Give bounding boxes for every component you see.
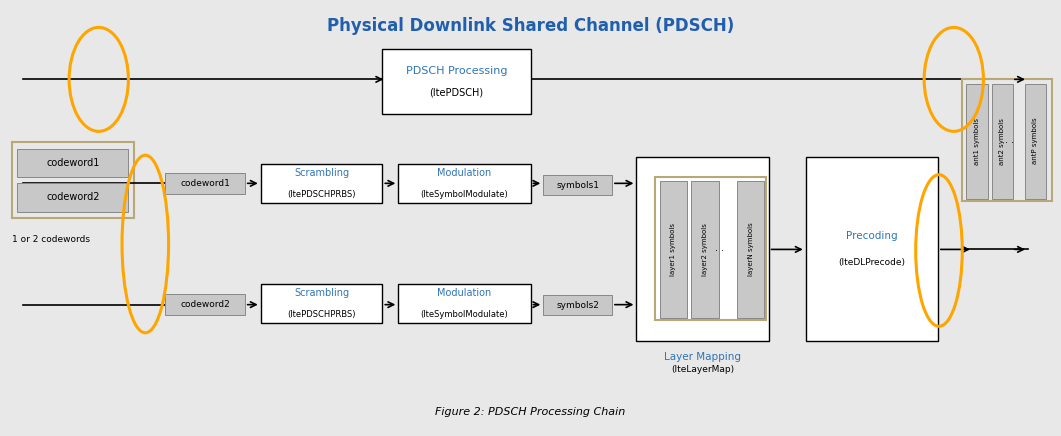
Text: Modulation: Modulation: [437, 287, 491, 297]
Text: Physical Downlink Shared Channel (PDSCH): Physical Downlink Shared Channel (PDSCH): [327, 17, 734, 34]
Bar: [637, 157, 768, 341]
Bar: [692, 181, 719, 318]
Text: Precoding: Precoding: [846, 232, 898, 242]
Text: (lteDLPrecode): (lteDLPrecode): [838, 258, 905, 267]
Text: Scrambling: Scrambling: [294, 287, 349, 297]
Text: Modulation: Modulation: [437, 167, 491, 177]
Bar: [12, 142, 134, 218]
Text: symbols2: symbols2: [556, 300, 599, 310]
Bar: [398, 164, 530, 203]
Text: codeword2: codeword2: [46, 192, 100, 202]
Text: layerN symbols: layerN symbols: [748, 222, 753, 276]
Text: PDSCH Processing: PDSCH Processing: [405, 66, 507, 76]
Bar: [261, 284, 382, 323]
Text: ant1 symbols: ant1 symbols: [974, 118, 980, 165]
Bar: [543, 295, 612, 316]
Text: layer2 symbols: layer2 symbols: [702, 223, 708, 276]
Text: ant2 symbols: ant2 symbols: [999, 118, 1006, 164]
Text: . .: . .: [715, 243, 725, 253]
Bar: [17, 149, 128, 177]
Text: layer1 symbols: layer1 symbols: [671, 223, 676, 276]
Bar: [967, 84, 988, 198]
Bar: [962, 79, 1053, 201]
Bar: [736, 181, 764, 318]
Text: 1 or 2 codewords: 1 or 2 codewords: [12, 235, 90, 244]
Bar: [166, 174, 245, 194]
Bar: [992, 84, 1013, 198]
Text: Figure 2: PDSCH Processing Chain: Figure 2: PDSCH Processing Chain: [435, 407, 626, 417]
Bar: [382, 49, 530, 114]
Bar: [660, 181, 688, 318]
Bar: [166, 294, 245, 315]
Text: antP symbols: antP symbols: [1032, 118, 1039, 164]
Bar: [17, 184, 128, 211]
Text: (ltePDSCHPRBS): (ltePDSCHPRBS): [288, 190, 355, 199]
Bar: [1025, 84, 1046, 198]
Text: . .: . .: [1006, 135, 1014, 145]
Text: Layer Mapping: Layer Mapping: [664, 352, 741, 362]
Text: codeword2: codeword2: [180, 300, 230, 309]
Text: (lteSymbolModulate): (lteSymbolModulate): [420, 190, 508, 199]
Text: codeword1: codeword1: [180, 179, 230, 188]
Text: codeword1: codeword1: [46, 158, 100, 168]
Bar: [261, 164, 382, 203]
Text: symbols1: symbols1: [556, 181, 599, 190]
Bar: [656, 177, 766, 320]
Text: (ltePDSCH): (ltePDSCH): [430, 87, 484, 97]
Text: Scrambling: Scrambling: [294, 167, 349, 177]
Text: (ltePDSCHPRBS): (ltePDSCHPRBS): [288, 310, 355, 319]
Text: (lteSymbolModulate): (lteSymbolModulate): [420, 310, 508, 319]
Bar: [543, 175, 612, 195]
Bar: [398, 284, 530, 323]
Bar: [805, 157, 938, 341]
Text: (lteLayerMap): (lteLayerMap): [671, 365, 734, 374]
